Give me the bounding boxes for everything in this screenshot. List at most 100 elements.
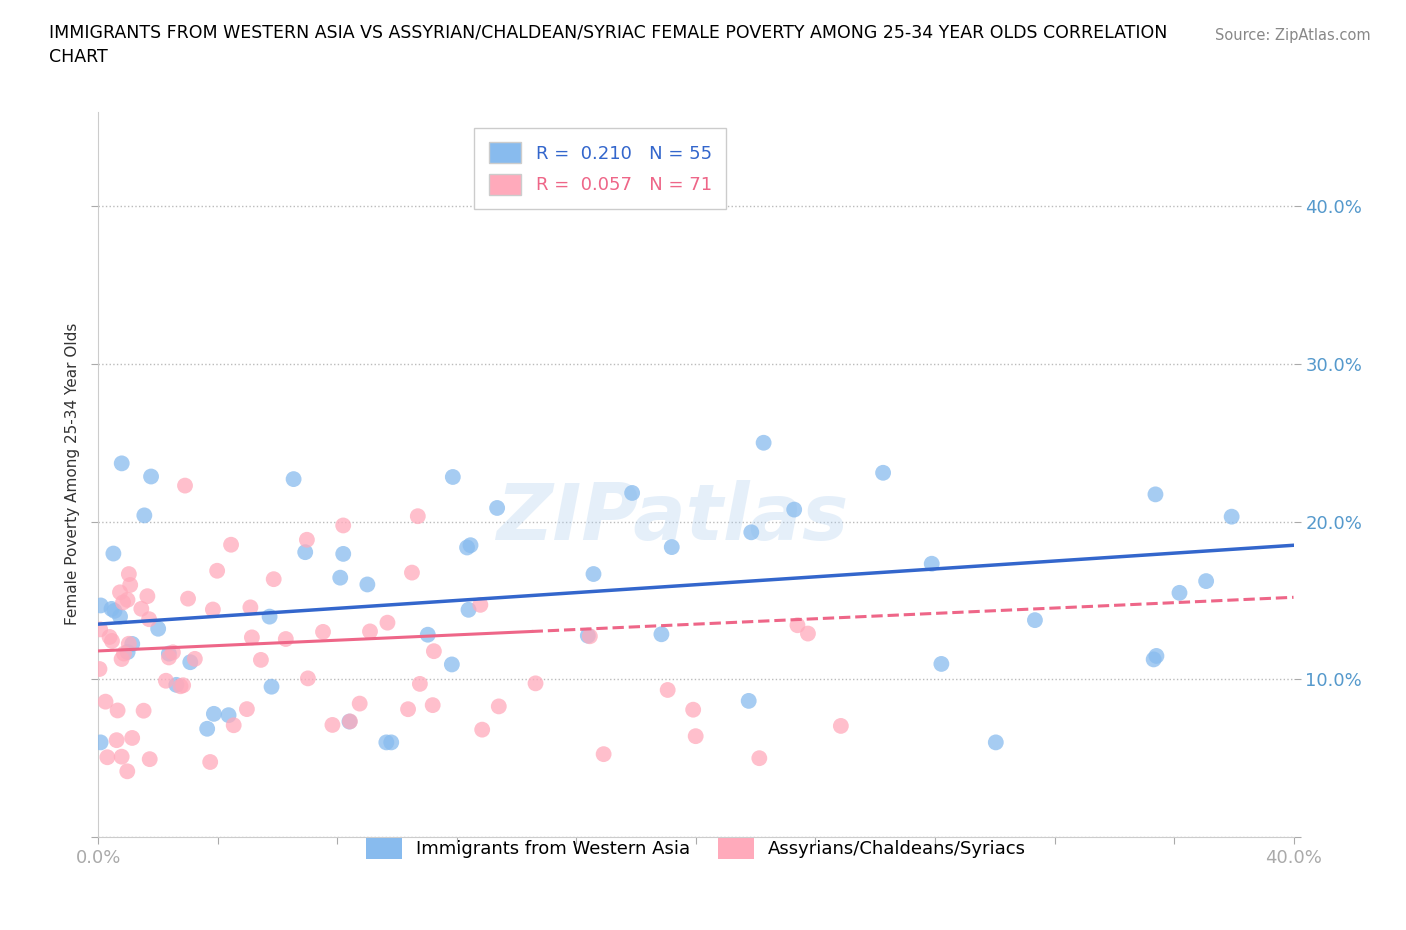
- Point: [283, 472, 305, 486]
- Point: [1024, 613, 1046, 628]
- Point: [138, 751, 160, 766]
- Point: [118, 566, 141, 581]
- Point: [103, 546, 125, 561]
- Point: [155, 673, 177, 688]
- Point: [222, 718, 245, 733]
- Point: [96, 750, 118, 764]
- Point: [108, 585, 131, 600]
- Point: [117, 644, 139, 659]
- Point: [174, 478, 197, 493]
- Point: [457, 603, 479, 618]
- Point: [111, 750, 134, 764]
- Point: [121, 636, 143, 651]
- Point: [90, 735, 112, 750]
- Point: [872, 465, 894, 480]
- Point: [118, 636, 141, 651]
- Point: [579, 629, 602, 644]
- Point: [380, 735, 402, 750]
- Text: ZIPatlas: ZIPatlas: [496, 480, 848, 556]
- Point: [1144, 648, 1167, 663]
- Point: [786, 618, 808, 632]
- Point: [250, 653, 273, 668]
- Point: [162, 644, 184, 659]
- Point: [100, 602, 122, 617]
- Point: [312, 624, 335, 639]
- Point: [592, 747, 614, 762]
- Point: [783, 502, 806, 517]
- Point: [416, 627, 439, 642]
- Point: [738, 694, 761, 709]
- Point: [112, 646, 135, 661]
- Point: [339, 714, 361, 729]
- Point: [1144, 487, 1167, 502]
- Legend: Immigrants from Western Asia, Assyrians/Chaldeans/Syriacs: Immigrants from Western Asia, Assyrians/…: [357, 829, 1035, 868]
- Point: [172, 678, 194, 693]
- Point: [524, 676, 547, 691]
- Point: [131, 602, 153, 617]
- Point: [132, 703, 155, 718]
- Point: [409, 676, 432, 691]
- Point: [1168, 585, 1191, 600]
- Point: [117, 592, 139, 607]
- Point: [921, 556, 943, 571]
- Point: [120, 578, 142, 592]
- Point: [89, 622, 111, 637]
- Point: [165, 677, 187, 692]
- Point: [682, 702, 704, 717]
- Point: [748, 751, 770, 765]
- Point: [1143, 652, 1166, 667]
- Point: [460, 538, 482, 552]
- Point: [117, 764, 139, 778]
- Point: [661, 539, 683, 554]
- Point: [218, 708, 240, 723]
- Point: [471, 723, 494, 737]
- Point: [111, 456, 134, 471]
- Point: [401, 565, 423, 580]
- Point: [121, 730, 143, 745]
- Point: [157, 650, 180, 665]
- Text: IMMIGRANTS FROM WESTERN ASIA VS ASSYRIAN/CHALDEAN/SYRIAC FEMALE POVERTY AMONG 25: IMMIGRANTS FROM WESTERN ASIA VS ASSYRIAN…: [49, 23, 1167, 41]
- Point: [136, 589, 159, 604]
- Point: [98, 630, 121, 644]
- Point: [239, 600, 262, 615]
- Point: [297, 671, 319, 685]
- Point: [1220, 510, 1243, 525]
- Point: [202, 707, 225, 722]
- Point: [138, 612, 160, 627]
- Point: [349, 697, 371, 711]
- Point: [582, 566, 605, 581]
- Point: [650, 627, 672, 642]
- Point: [90, 598, 112, 613]
- Point: [621, 485, 644, 500]
- Point: [195, 722, 218, 737]
- Point: [236, 701, 259, 716]
- Point: [201, 602, 224, 617]
- Point: [339, 714, 361, 729]
- Point: [295, 532, 318, 547]
- Point: [440, 657, 463, 671]
- Point: [198, 754, 221, 769]
- Point: [797, 626, 820, 641]
- Point: [752, 435, 775, 450]
- Point: [488, 699, 510, 714]
- Point: [830, 719, 852, 734]
- Point: [685, 729, 707, 744]
- Point: [107, 703, 129, 718]
- Point: [332, 547, 354, 562]
- Point: [375, 735, 398, 750]
- Point: [103, 604, 125, 618]
- Point: [260, 679, 283, 694]
- Point: [470, 597, 492, 612]
- Point: [134, 508, 156, 523]
- Point: [101, 633, 124, 648]
- Point: [486, 500, 509, 515]
- Point: [139, 469, 162, 484]
- Point: [294, 545, 316, 560]
- Point: [263, 572, 285, 587]
- Point: [184, 651, 207, 666]
- Point: [108, 609, 131, 624]
- Point: [219, 538, 242, 552]
- Point: [441, 470, 464, 485]
- Point: [259, 609, 281, 624]
- Point: [179, 655, 201, 670]
